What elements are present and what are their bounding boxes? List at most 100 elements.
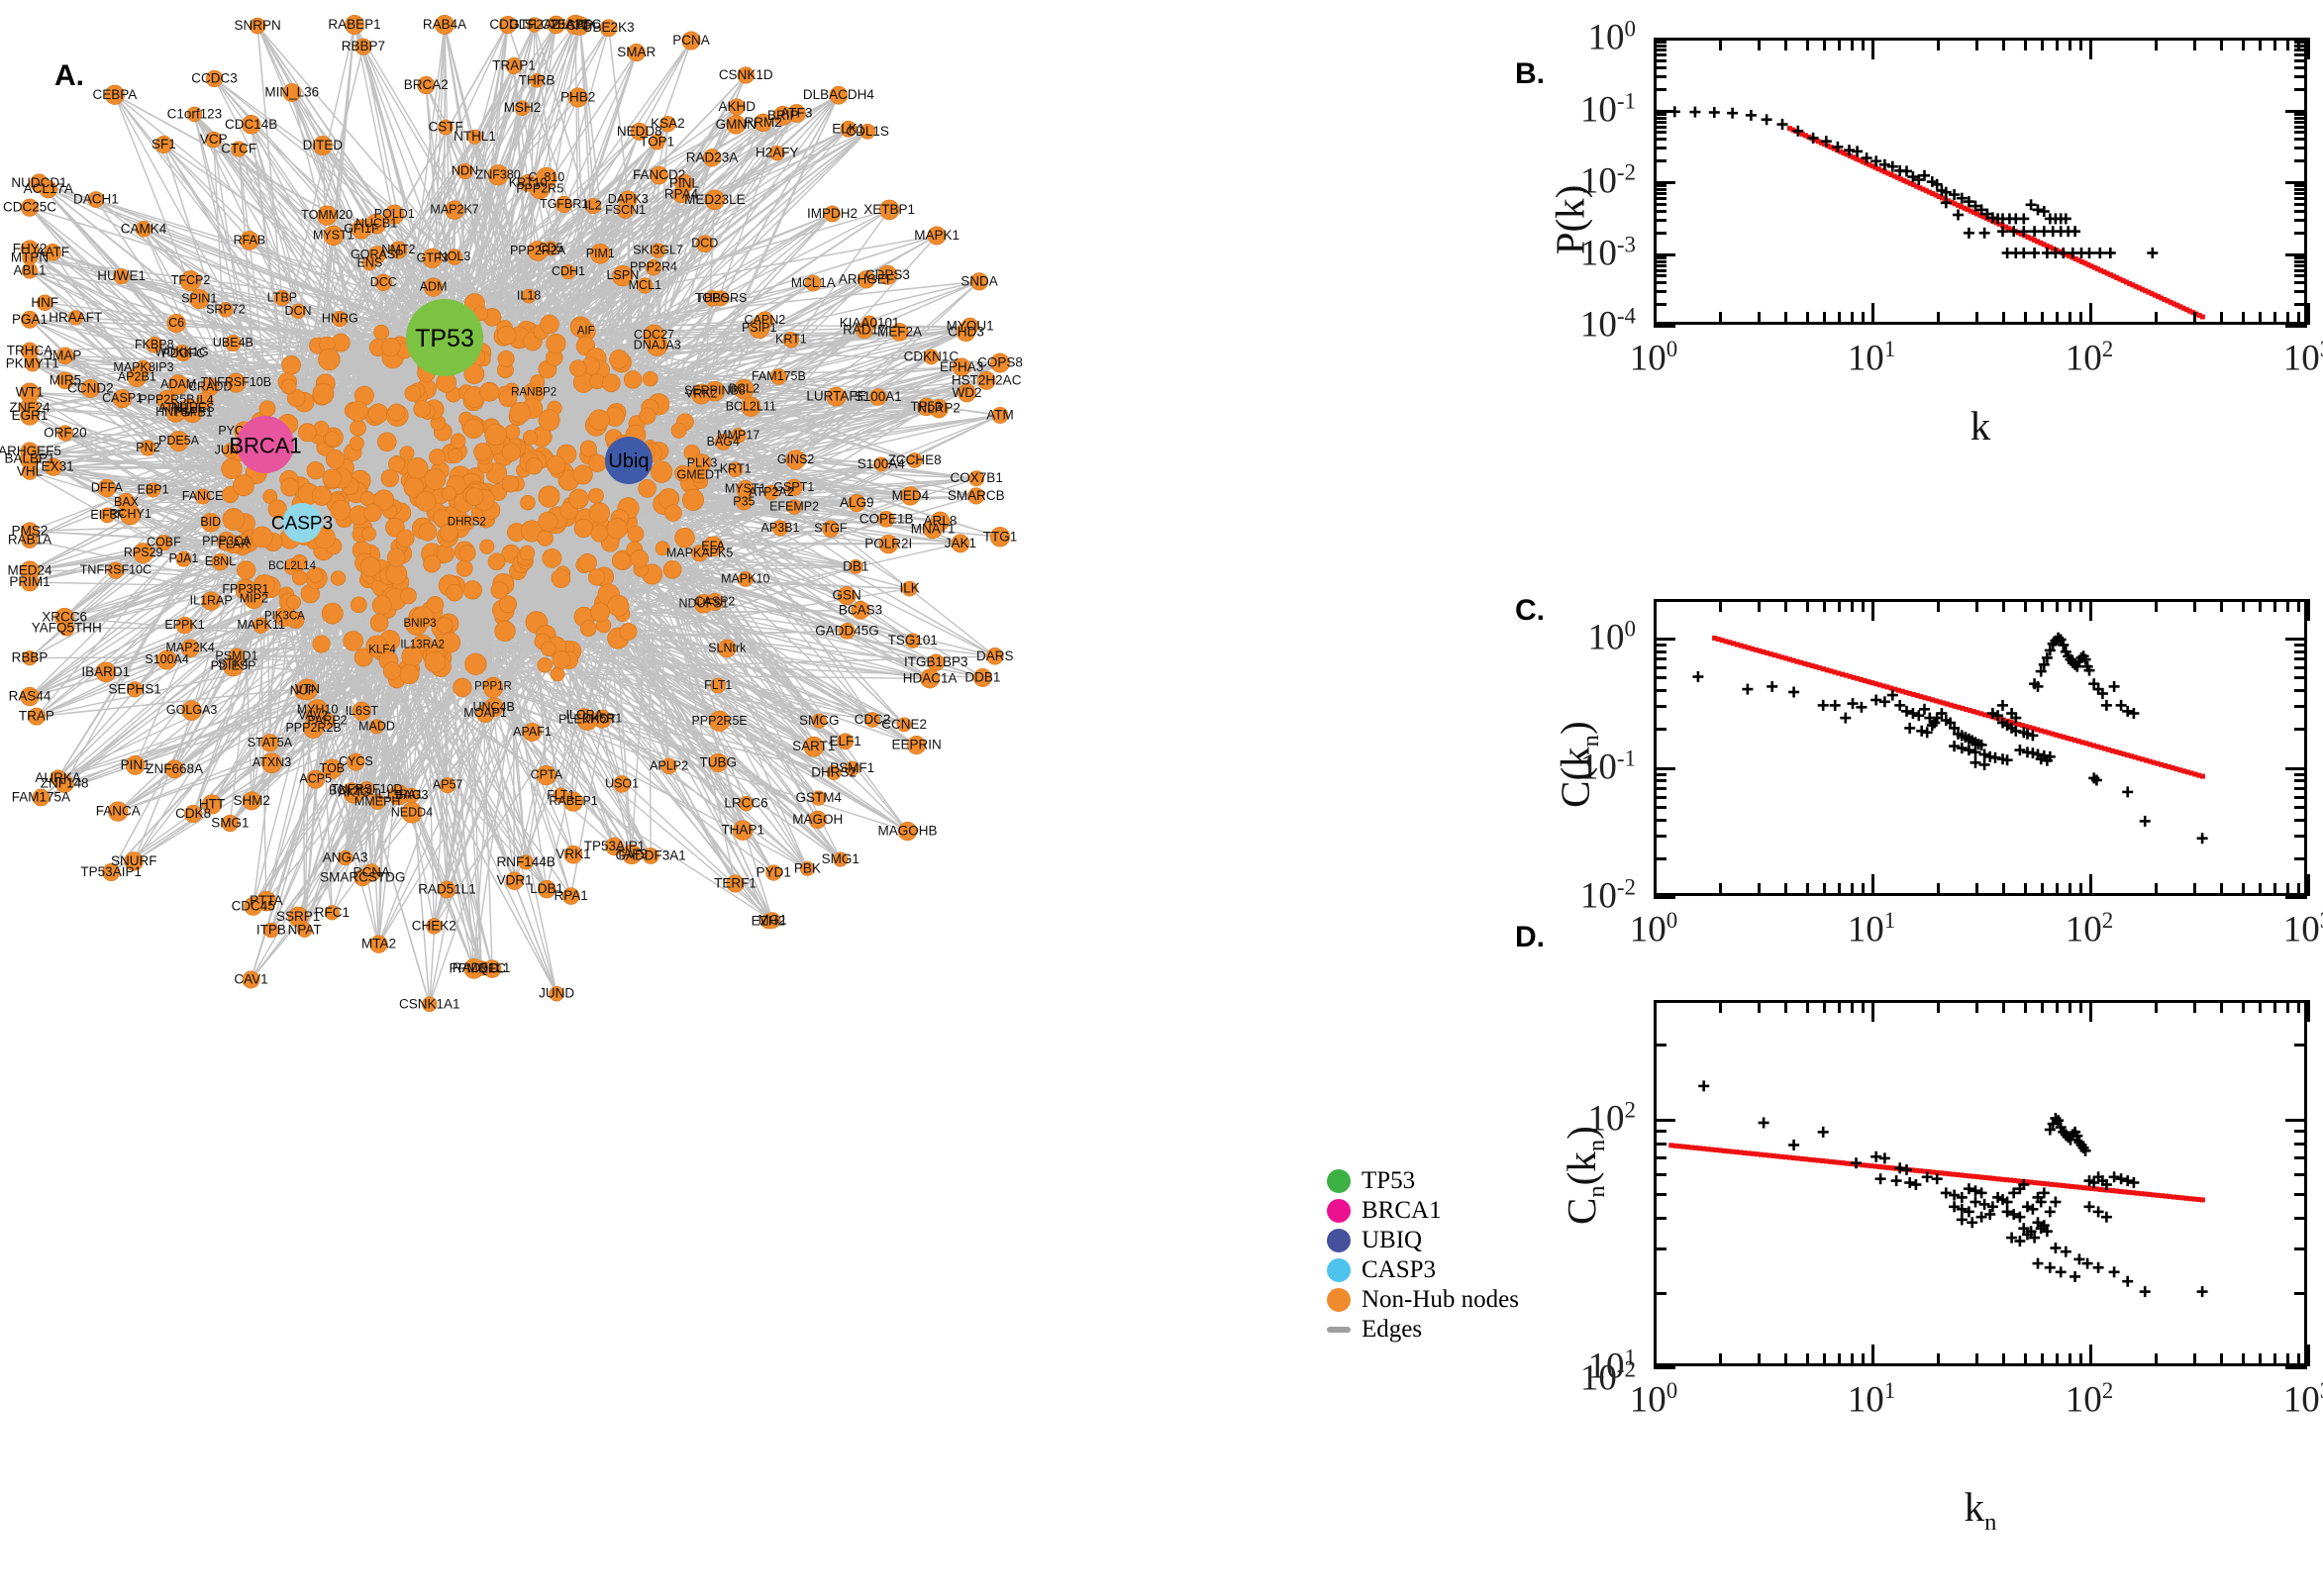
network-node[interactable] (560, 264, 576, 280)
network-node[interactable] (380, 468, 399, 488)
network-node[interactable] (216, 531, 237, 551)
network-node[interactable] (104, 84, 125, 105)
network-node[interactable] (281, 354, 301, 375)
network-node[interactable] (21, 463, 39, 480)
network-node[interactable] (713, 290, 730, 307)
network-node[interactable] (840, 120, 858, 138)
network-node[interactable] (770, 368, 787, 385)
network-node[interactable] (710, 677, 727, 694)
network-node[interactable] (833, 851, 849, 867)
network-node[interactable] (754, 113, 772, 133)
network-node[interactable] (479, 381, 500, 402)
network-node[interactable] (240, 231, 259, 250)
network-node[interactable] (108, 801, 129, 822)
network-node[interactable] (280, 378, 297, 395)
network-node[interactable] (20, 522, 40, 541)
network-node[interactable] (146, 337, 163, 353)
network-node[interactable] (27, 707, 46, 726)
network-node[interactable] (306, 460, 325, 480)
network-node[interactable] (135, 221, 152, 238)
network-node[interactable] (718, 639, 737, 658)
network-node[interactable] (738, 796, 755, 812)
network-node[interactable] (67, 310, 83, 326)
network-node[interactable] (576, 709, 598, 731)
network-node[interactable] (824, 205, 841, 223)
network-node[interactable] (318, 348, 341, 371)
network-node[interactable] (509, 402, 532, 424)
network-node[interactable] (923, 349, 940, 365)
network-node[interactable] (568, 488, 589, 510)
network-node[interactable] (396, 529, 415, 548)
network-node[interactable] (21, 342, 39, 360)
network-node[interactable] (606, 518, 628, 540)
network-node[interactable] (426, 595, 445, 614)
network-node[interactable] (484, 423, 507, 447)
network-node[interactable] (674, 464, 691, 482)
network-node[interactable] (579, 620, 597, 638)
network-node[interactable] (494, 620, 516, 643)
network-node[interactable] (446, 249, 463, 265)
network-node[interactable] (736, 480, 755, 499)
network-node[interactable] (505, 57, 523, 74)
network-node[interactable] (848, 559, 863, 574)
network-node[interactable] (183, 804, 203, 824)
network-node[interactable] (569, 318, 589, 338)
network-node[interactable] (280, 477, 300, 497)
network-node[interactable] (567, 87, 588, 108)
network-node[interactable] (519, 545, 536, 561)
network-node[interactable] (540, 314, 559, 335)
network-node[interactable] (538, 409, 560, 432)
network-node[interactable] (285, 611, 301, 628)
network-node[interactable] (325, 449, 346, 469)
network-node[interactable] (786, 499, 802, 515)
network-node[interactable] (291, 569, 308, 586)
network-node[interactable] (951, 534, 970, 553)
network-node[interactable] (296, 678, 319, 701)
network-node[interactable] (20, 442, 40, 461)
network-node[interactable] (691, 467, 707, 483)
network-node[interactable] (231, 141, 248, 157)
network-node[interactable] (463, 363, 485, 385)
network-node[interactable] (20, 198, 40, 217)
network-node[interactable] (440, 632, 461, 653)
network-node[interactable] (107, 561, 125, 579)
network-node[interactable] (702, 149, 722, 167)
network-node[interactable] (588, 487, 604, 504)
network-node[interactable] (906, 452, 923, 468)
network-node[interactable] (359, 556, 381, 577)
network-node[interactable] (382, 661, 402, 680)
network-node[interactable] (417, 76, 436, 95)
network-node[interactable] (223, 655, 245, 677)
network-node[interactable] (487, 164, 509, 186)
network-node[interactable] (267, 499, 287, 519)
network-node[interactable] (785, 449, 806, 470)
network-node[interactable] (448, 449, 463, 463)
network-node[interactable] (87, 191, 105, 208)
network-node[interactable] (958, 383, 976, 403)
network-node[interactable] (520, 494, 536, 511)
network-node[interactable] (639, 407, 656, 425)
network-node[interactable] (351, 219, 371, 240)
network-node[interactable] (579, 440, 597, 457)
network-node[interactable] (498, 388, 518, 408)
network-node[interactable] (681, 31, 701, 50)
network-node[interactable] (311, 485, 332, 506)
network-node[interactable] (305, 708, 322, 725)
network-node[interactable] (991, 406, 1009, 424)
network-node[interactable] (772, 105, 793, 126)
network-node[interactable] (312, 635, 331, 653)
network-node[interactable] (156, 649, 177, 670)
network-node[interactable] (418, 522, 438, 542)
network-node[interactable] (113, 389, 133, 409)
network-node[interactable] (54, 774, 74, 793)
network-node[interactable] (435, 15, 454, 35)
network-node[interactable] (181, 700, 202, 721)
network-node[interactable] (324, 905, 340, 921)
network-node[interactable] (286, 594, 301, 610)
network-node[interactable] (167, 374, 189, 395)
network-node[interactable] (324, 431, 341, 447)
network-node[interactable] (563, 845, 583, 864)
network-node[interactable] (363, 503, 382, 523)
network-node[interactable] (56, 371, 74, 390)
network-node[interactable] (497, 325, 517, 346)
